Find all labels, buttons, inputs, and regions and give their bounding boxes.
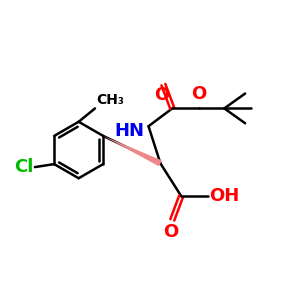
- Text: HN: HN: [114, 122, 144, 140]
- Text: O: O: [154, 86, 170, 104]
- Text: Cl: Cl: [14, 158, 33, 176]
- Text: OH: OH: [209, 187, 240, 205]
- Polygon shape: [103, 136, 162, 166]
- Text: O: O: [191, 85, 206, 103]
- Text: O: O: [163, 223, 178, 241]
- Text: CH₃: CH₃: [96, 93, 124, 107]
